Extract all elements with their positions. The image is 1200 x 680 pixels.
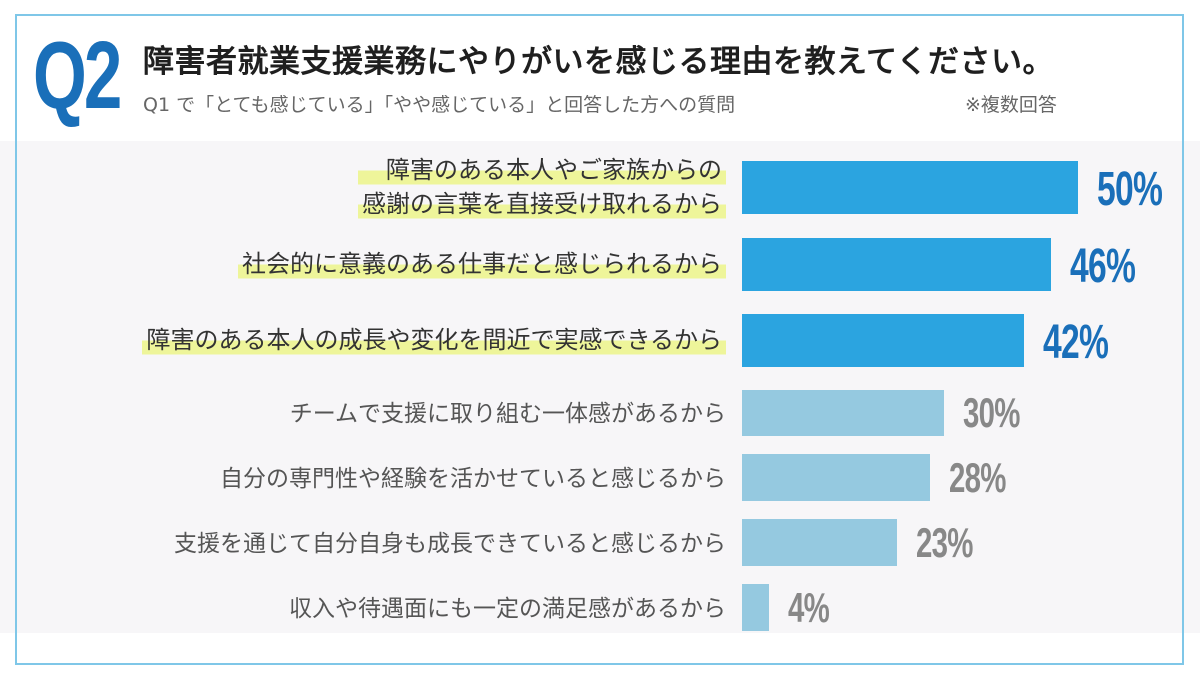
category-label-line: 支援を通じて自分自身も成長できていると感じるから	[174, 531, 726, 557]
category-label: 障害のある本人やご家族からの 感謝の言葉を直接受け取れるから	[358, 153, 726, 221]
question-title: 障害者就業支援業務にやりがいを感じる理由を教えてください。	[143, 44, 1055, 80]
percentage-label: 30%	[963, 389, 1020, 436]
chart-background-band	[0, 141, 1200, 633]
question-subtitle: Q1 で「とても感じている」「やや感じている」と回答した方への質問	[143, 94, 736, 116]
bar	[742, 519, 897, 566]
category-label-line: 障害のある本人やご家族からの	[358, 153, 726, 187]
percentage-label: 42%	[1043, 316, 1109, 369]
bar	[742, 161, 1078, 214]
percentage-label: 50%	[1097, 163, 1163, 216]
bar	[742, 238, 1051, 291]
category-label: 支援を通じて自分自身も成長できていると感じるから	[174, 527, 726, 561]
category-label-line: 収入や待遇面にも一定の満足感があるから	[289, 596, 726, 622]
bar	[742, 314, 1024, 367]
category-label-line: チームで支援に取り組む一体感があるから	[289, 401, 726, 427]
category-label: 社会的に意義のある仕事だと感じられるから	[238, 247, 726, 281]
percentage-label: 28%	[949, 454, 1006, 501]
percentage-label: 46%	[1070, 240, 1136, 293]
category-label-line: 障害のある本人の成長や変化を間近で実感できるから	[142, 323, 726, 357]
category-label-line: 感謝の言葉を直接受け取れるから	[358, 187, 726, 221]
category-label-line: 自分の専門性や経験を活かせていると感じるから	[220, 466, 726, 492]
bar	[742, 584, 769, 631]
percentage-label: 4%	[788, 584, 830, 631]
category-label: 収入や待遇面にも一定の満足感があるから	[289, 592, 726, 626]
multiple-answer-note: ※複数回答	[965, 94, 1057, 116]
bar	[742, 390, 944, 436]
question-number: Q2	[33, 22, 122, 129]
category-label: チームで支援に取り組む一体感があるから	[290, 397, 726, 431]
category-label: 障害のある本人の成長や変化を間近で実感できるから	[142, 323, 726, 357]
card-frame	[15, 14, 1184, 665]
category-label-line: 社会的に意義のある仕事だと感じられるから	[238, 247, 726, 281]
bar	[742, 454, 930, 501]
percentage-label: 23%	[916, 519, 973, 566]
category-label: 自分の専門性や経験を活かせていると感じるから	[220, 462, 726, 496]
